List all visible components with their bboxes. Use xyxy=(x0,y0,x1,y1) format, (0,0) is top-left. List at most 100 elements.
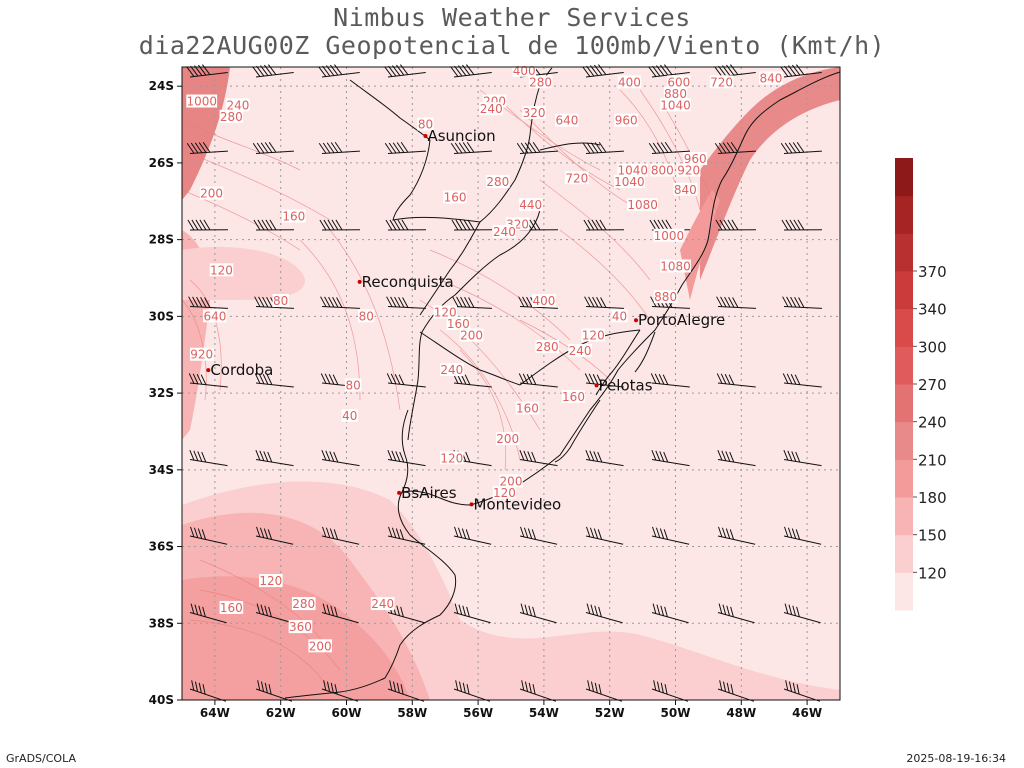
svg-text:880: 880 xyxy=(654,290,677,304)
wind-barb xyxy=(453,526,492,545)
lon-tick-label: 46W xyxy=(792,706,822,720)
svg-text:1080: 1080 xyxy=(627,198,658,212)
svg-text:360: 360 xyxy=(289,620,312,634)
wind-barb xyxy=(453,603,491,624)
wind-barb xyxy=(583,219,625,231)
city-label: Reconquista xyxy=(362,273,454,291)
svg-text:240: 240 xyxy=(371,597,394,611)
lat-tick-label: 30S xyxy=(149,309,174,323)
wind-barb xyxy=(584,373,624,388)
svg-text:200: 200 xyxy=(309,639,332,653)
colorbar-swatch xyxy=(895,158,913,197)
contour-label: 960 xyxy=(683,152,708,166)
wind-barb xyxy=(519,603,557,624)
wind-barb xyxy=(318,64,360,78)
svg-text:160: 160 xyxy=(516,401,539,415)
wind-barb xyxy=(519,449,558,467)
city-reconquista: Reconquista xyxy=(357,273,454,291)
contour-label: 640 xyxy=(555,113,579,128)
svg-text:120: 120 xyxy=(440,451,463,465)
contour-label: 1080 xyxy=(627,198,658,212)
wind-barb xyxy=(255,603,293,624)
contour-label: 240 xyxy=(439,363,464,377)
svg-text:240: 240 xyxy=(493,225,516,239)
wind-barb xyxy=(386,373,426,388)
wind-barb xyxy=(252,64,294,78)
wind-barb xyxy=(783,449,822,467)
wind-barb xyxy=(387,680,425,702)
wind-barb xyxy=(781,219,823,231)
contour-label: 840 xyxy=(673,182,698,197)
wind-barb xyxy=(651,603,689,624)
city-marker-icon xyxy=(357,279,362,284)
city-marker-icon xyxy=(206,368,211,373)
wind-barb xyxy=(782,296,822,309)
contour-label: 160 xyxy=(515,401,540,415)
svg-text:200: 200 xyxy=(200,187,223,201)
contour-label: 400 xyxy=(532,294,556,308)
wind-barb xyxy=(783,603,821,624)
contour-label: 1040 xyxy=(617,163,649,178)
wind-barb xyxy=(585,449,624,467)
svg-text:960: 960 xyxy=(615,114,638,128)
city-label: Pelotas xyxy=(599,376,653,394)
contour-label: 840 xyxy=(759,71,783,86)
svg-text:200: 200 xyxy=(460,329,483,343)
svg-text:800: 800 xyxy=(651,164,674,178)
svg-text:400: 400 xyxy=(532,294,555,308)
svg-text:440: 440 xyxy=(519,198,542,212)
coastline xyxy=(284,71,841,699)
contour-label: 160 xyxy=(443,190,467,204)
svg-text:40: 40 xyxy=(342,409,357,423)
contour-label: 360 xyxy=(288,620,313,634)
colorbar-label: 240 xyxy=(918,414,947,432)
contour-label: 80 xyxy=(344,378,362,392)
colorbar-swatch xyxy=(895,195,913,234)
footer-timestamp: 2025-08-19-16:34 xyxy=(906,752,1006,765)
svg-text:240: 240 xyxy=(569,344,592,358)
wind-barb xyxy=(519,680,557,702)
colorbar-label: 180 xyxy=(918,489,947,507)
wind-barb xyxy=(714,141,756,154)
wind-barb xyxy=(188,373,228,388)
contour-label: 80 xyxy=(272,294,289,308)
city-label: BsAires xyxy=(401,484,457,502)
wind-barb xyxy=(385,219,427,231)
wind-barb xyxy=(384,141,426,154)
city-label: Cordoba xyxy=(210,361,273,379)
contour-label: 280 xyxy=(535,340,559,354)
svg-text:80: 80 xyxy=(359,309,374,323)
svg-text:240: 240 xyxy=(226,98,249,112)
wind-barb xyxy=(189,449,228,467)
svg-text:80: 80 xyxy=(345,378,360,392)
wind-barb xyxy=(518,373,558,388)
lon-tick-label: 60W xyxy=(332,706,362,720)
svg-text:200: 200 xyxy=(496,432,519,446)
contour-label: 200 xyxy=(495,432,520,446)
contour-label: 1040 xyxy=(614,175,645,189)
wind-barb xyxy=(585,526,624,545)
lat-tick-label: 28S xyxy=(149,233,174,247)
lon-tick-label: 58W xyxy=(397,706,427,720)
wind-barb xyxy=(451,219,493,231)
contour-label: 240 xyxy=(568,343,592,358)
svg-text:120: 120 xyxy=(493,486,516,500)
svg-text:920: 920 xyxy=(677,164,700,178)
wind-barb xyxy=(717,526,756,545)
wind-barb xyxy=(318,141,360,154)
lon-tick-label: 56W xyxy=(463,706,493,720)
contour-label: 40 xyxy=(341,409,358,423)
wind-barb xyxy=(321,526,360,545)
wind-barb xyxy=(386,296,426,309)
svg-text:160: 160 xyxy=(282,210,305,224)
contour-label: 800 xyxy=(650,163,675,178)
contour-label: 240 xyxy=(226,98,250,112)
lon-tick-label: 54W xyxy=(529,706,559,720)
wind-barb xyxy=(188,296,228,309)
wind-barb xyxy=(189,603,227,624)
contour-label: 280 xyxy=(528,75,553,89)
svg-text:1040: 1040 xyxy=(614,175,645,189)
lat-tick-label: 24S xyxy=(149,79,174,93)
